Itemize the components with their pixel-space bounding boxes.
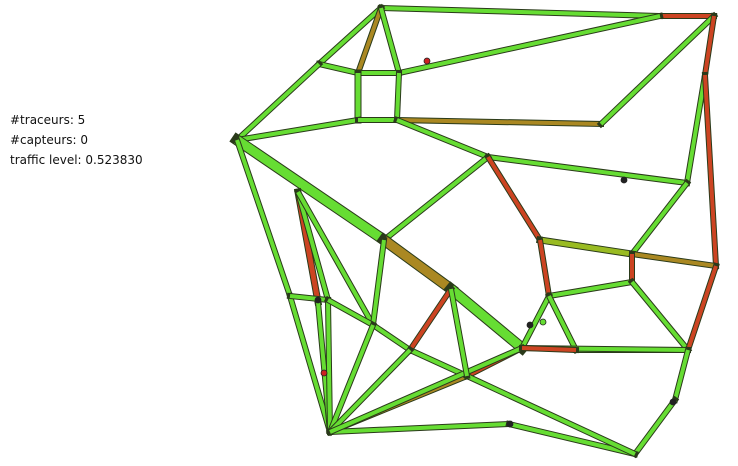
road [703, 15, 716, 76]
road [703, 74, 718, 267]
sensor-count: #capteurs: 0 [10, 133, 88, 147]
road [396, 118, 602, 126]
road [235, 139, 292, 297]
road [686, 265, 718, 351]
road [630, 181, 689, 256]
road [356, 7, 383, 74]
road [381, 236, 454, 293]
vehicle [539, 318, 547, 326]
road [685, 74, 707, 184]
road [398, 14, 661, 75]
road [288, 295, 332, 433]
road [296, 191, 375, 326]
vehicle [620, 176, 628, 184]
road [521, 346, 577, 352]
road [395, 72, 401, 121]
road [235, 62, 321, 142]
road [329, 346, 523, 434]
road [630, 280, 690, 352]
road [466, 374, 636, 456]
road [487, 155, 688, 185]
road [326, 299, 332, 433]
tracer-count: #traceurs: 5 [10, 113, 86, 127]
road [296, 191, 330, 301]
vehicle [669, 398, 677, 406]
road [380, 6, 661, 18]
stats-panel: #traceurs: 5 #capteurs: 0 traffic level:… [10, 110, 143, 170]
road [449, 288, 469, 377]
road [329, 422, 510, 434]
road [409, 348, 468, 378]
road [673, 349, 690, 401]
road [289, 294, 329, 302]
road [396, 118, 489, 159]
road [327, 298, 374, 327]
road [448, 285, 525, 352]
vehicle [314, 296, 322, 304]
road [379, 7, 401, 74]
road [631, 252, 717, 268]
road [547, 295, 578, 351]
road [317, 6, 383, 66]
vehicle [423, 57, 431, 65]
road [236, 118, 359, 142]
road [548, 280, 633, 298]
road [486, 155, 542, 242]
road [234, 136, 387, 244]
road [318, 62, 359, 75]
road [371, 239, 386, 326]
road [508, 422, 636, 456]
road [408, 287, 453, 352]
road [633, 398, 677, 456]
road [382, 155, 490, 242]
road [371, 323, 412, 352]
road [328, 324, 375, 433]
road [538, 239, 551, 297]
traffic-level: traffic level: 0.523830 [10, 153, 143, 167]
road [599, 14, 716, 126]
vehicle [506, 420, 514, 428]
road [539, 237, 633, 257]
vehicle [526, 321, 534, 329]
vehicle [320, 369, 328, 377]
road [328, 348, 412, 434]
road [520, 295, 551, 349]
